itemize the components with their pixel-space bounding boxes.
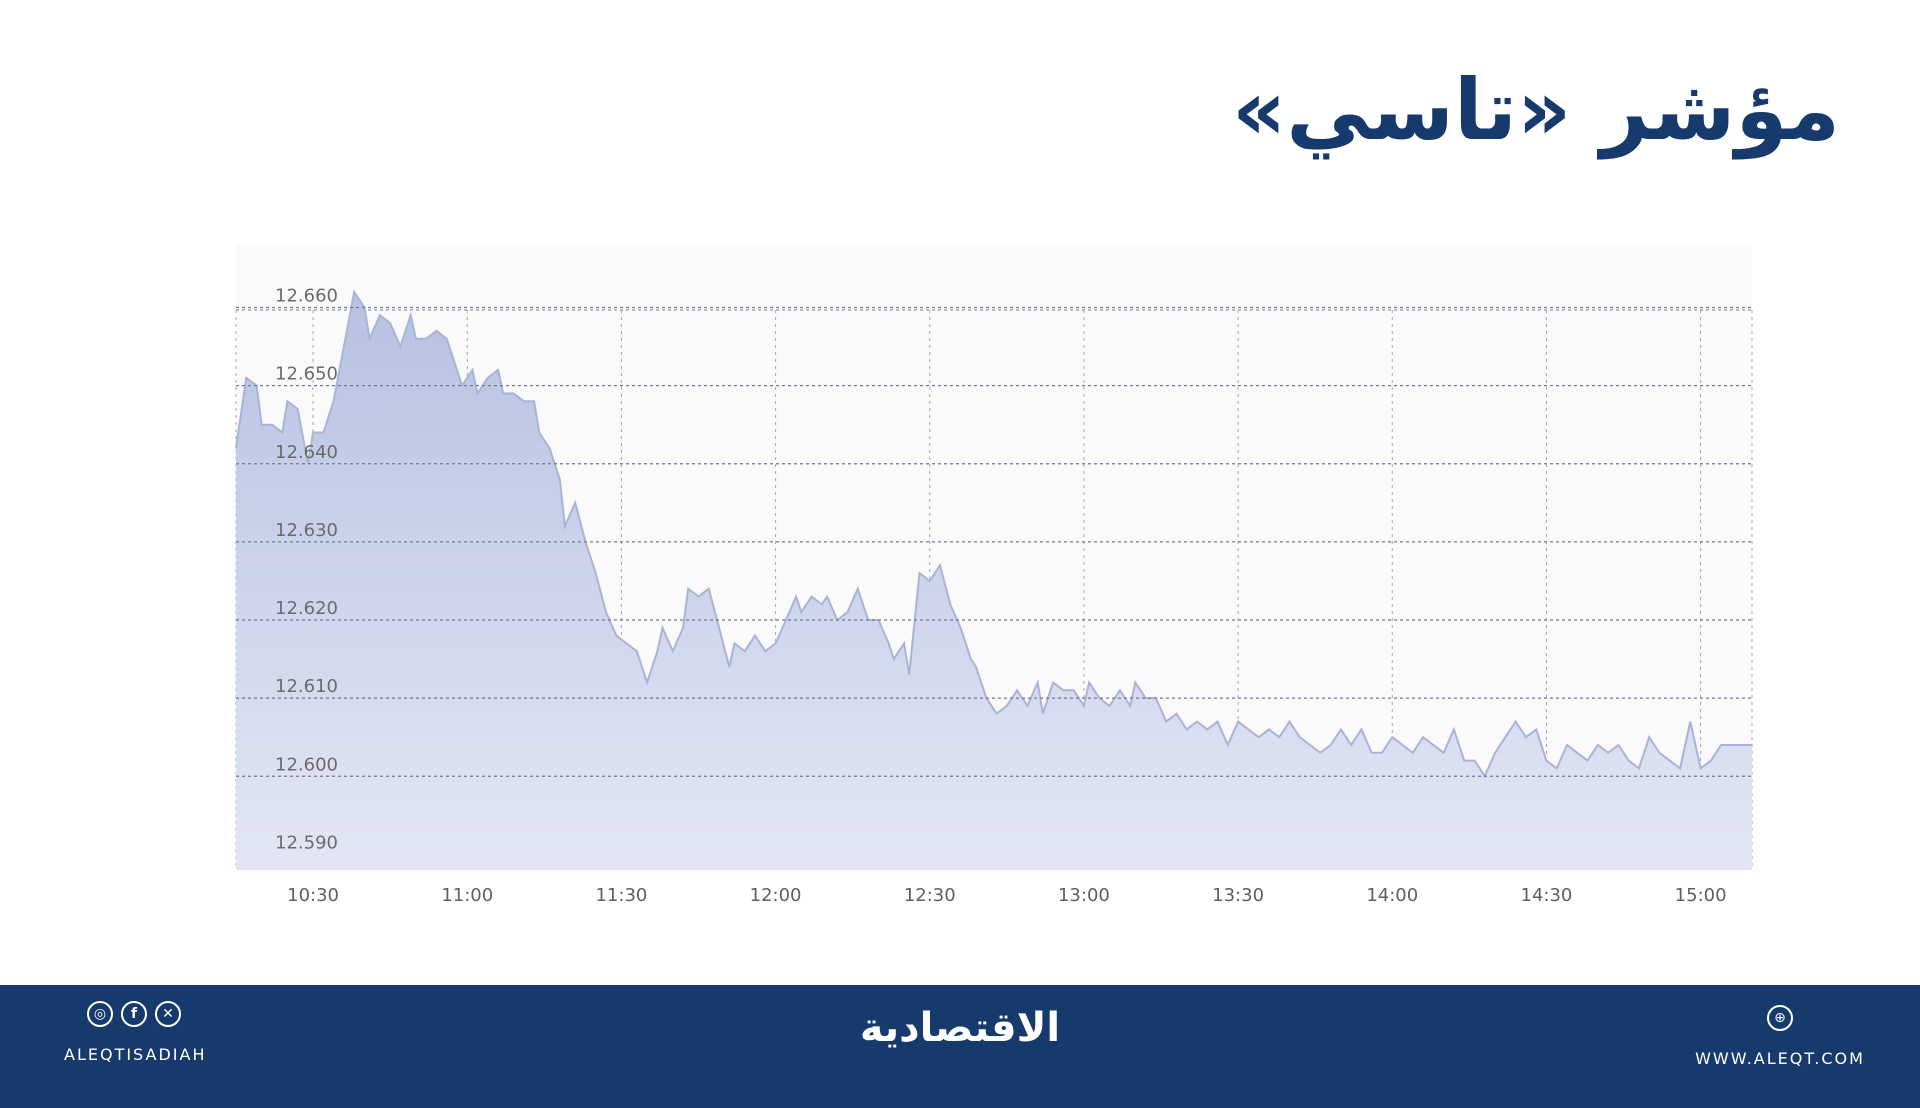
y-tick-label: 12.660 bbox=[275, 286, 338, 307]
website-block: ⊕ WWW.ALEQT.COM bbox=[1690, 1005, 1870, 1068]
y-tick-label: 12.650 bbox=[275, 364, 338, 385]
page-title: مؤشر «تاسي» bbox=[1232, 61, 1840, 159]
y-tick-label: 12.640 bbox=[275, 442, 338, 463]
facebook-icon[interactable]: f bbox=[121, 1001, 147, 1027]
instagram-icon[interactable]: ◎ bbox=[87, 1001, 113, 1027]
x-tick-label: 10:30 bbox=[287, 885, 339, 906]
y-tick-label: 12.610 bbox=[275, 676, 338, 697]
brand-logo: الاقتصادية bbox=[859, 1005, 1061, 1051]
x-tick-label: 13:30 bbox=[1212, 885, 1264, 906]
social-block: ◎ f ✕ ALEQTISADIAH bbox=[64, 1001, 204, 1064]
website-link[interactable]: WWW.ALEQT.COM bbox=[1695, 1049, 1865, 1068]
x-icon[interactable]: ✕ bbox=[155, 1001, 181, 1027]
x-tick-label: 15:00 bbox=[1675, 885, 1727, 906]
series-area bbox=[236, 291, 1752, 870]
footer: ◎ f ✕ ALEQTISADIAH الاقتصادية ⊕ WWW.ALEQ… bbox=[0, 985, 1920, 1108]
y-tick-label: 12.620 bbox=[275, 598, 338, 619]
x-tick-label: 12:30 bbox=[904, 885, 956, 906]
y-tick-label: 12.590 bbox=[275, 832, 338, 853]
index-chart: 12.660 12.650 12.640 12.630 12.620 12.610 12.6… bbox=[235, 285, 1753, 906]
globe-icon[interactable]: ⊕ bbox=[1767, 1005, 1793, 1031]
series-line bbox=[235, 289, 1752, 779]
social-handle: ALEQTISADIAH bbox=[64, 1045, 207, 1064]
y-tick-label: 12.630 bbox=[275, 520, 338, 541]
x-tick-label: 11:00 bbox=[441, 885, 493, 906]
x-tick-label: 14:00 bbox=[1366, 885, 1418, 906]
y-tick-label: 12.600 bbox=[275, 754, 338, 775]
x-tick-label: 12:00 bbox=[750, 885, 802, 906]
x-tick-label: 13:00 bbox=[1058, 885, 1110, 906]
x-tick-label: 11:30 bbox=[595, 885, 647, 906]
x-tick-label: 14:30 bbox=[1521, 885, 1573, 906]
